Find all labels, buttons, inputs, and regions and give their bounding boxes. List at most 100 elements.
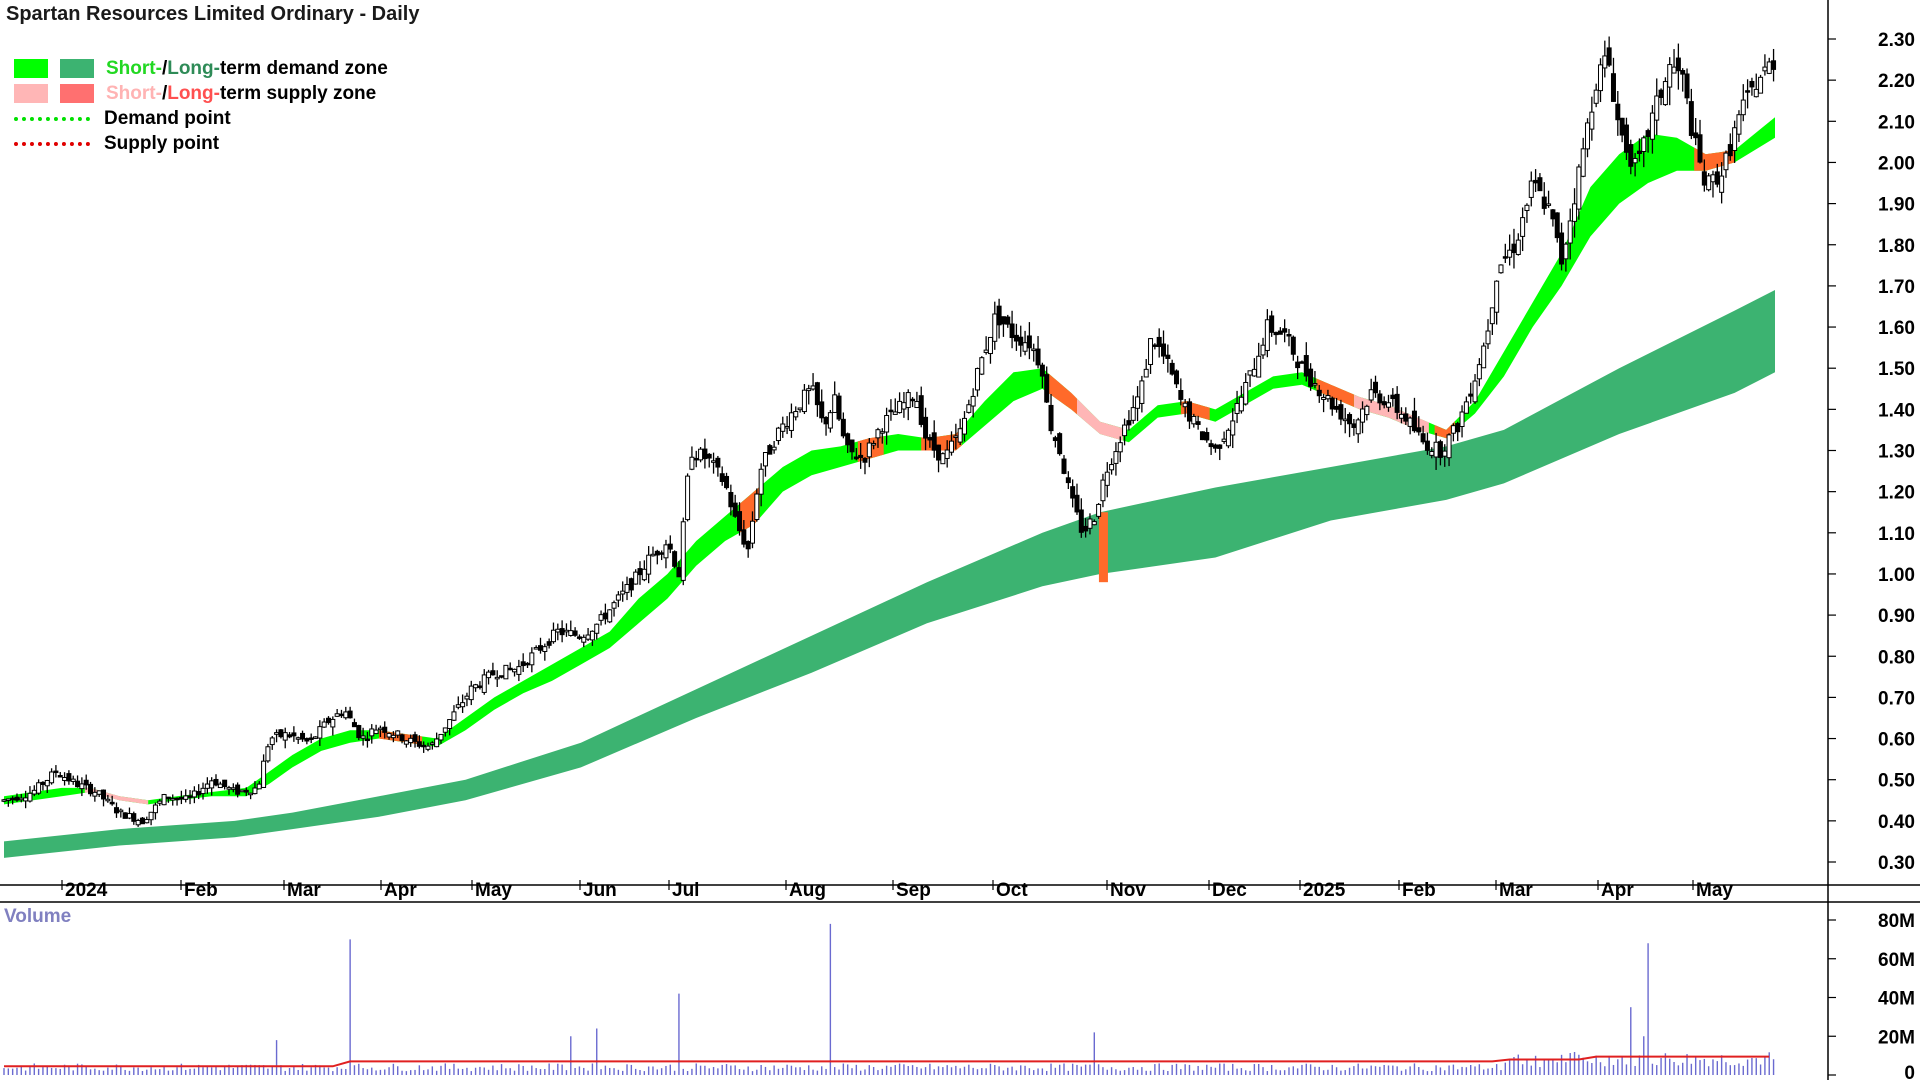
candle: [637, 561, 643, 585]
candle-body: [200, 787, 206, 795]
candle-body: [360, 735, 366, 739]
candle-body: [148, 811, 154, 821]
candle: [1528, 171, 1534, 207]
candle-body: [499, 675, 505, 678]
candle-body: [1632, 157, 1638, 164]
candle: [490, 662, 496, 676]
candle-body: [442, 727, 448, 733]
candle: [442, 727, 448, 737]
candle: [412, 731, 418, 748]
candle-body: [1597, 64, 1603, 92]
candle: [252, 781, 258, 795]
candle-body: [1411, 410, 1417, 432]
candle: [161, 793, 167, 806]
supply-overlap-zone: [1098, 512, 1108, 583]
candle: [819, 389, 825, 423]
candle-body: [788, 412, 794, 431]
candle: [1524, 203, 1530, 223]
supply-overlap-zone: [1316, 378, 1354, 407]
candle: [287, 732, 293, 739]
candle-body: [1329, 397, 1335, 410]
candle: [360, 727, 366, 746]
candle: [213, 774, 219, 787]
candle: [1048, 394, 1054, 435]
candle: [1208, 439, 1214, 455]
candle-body: [126, 813, 132, 819]
candle: [343, 706, 349, 720]
candle: [390, 731, 396, 743]
candle: [693, 450, 699, 468]
candle: [685, 473, 691, 522]
month-label: Mar: [287, 880, 321, 901]
candle-body: [1295, 361, 1301, 369]
candle-body: [1290, 336, 1296, 355]
candle: [585, 628, 591, 641]
candle: [282, 727, 288, 749]
candle-body: [1087, 518, 1093, 529]
candle-body: [377, 727, 383, 731]
price-tick-label: 2.00: [1878, 153, 1915, 174]
candle-body: [165, 796, 171, 800]
candle: [183, 789, 189, 803]
candle-body: [53, 770, 59, 774]
candle-body: [525, 662, 531, 666]
candle-body: [1230, 420, 1236, 436]
candle-body: [1407, 417, 1413, 427]
candle: [1057, 432, 1063, 456]
candle: [1541, 182, 1547, 215]
volume-tick-label: 60M: [1878, 950, 1915, 971]
candle: [347, 706, 353, 719]
candle: [395, 730, 401, 739]
candle-body: [14, 796, 20, 801]
candle-body: [1550, 209, 1556, 220]
candle: [1342, 407, 1348, 434]
candle-body: [287, 734, 293, 738]
price-tick-label: 1.20: [1878, 483, 1915, 504]
candle-body: [754, 493, 760, 521]
price-tick-label: 1.10: [1878, 524, 1915, 545]
candle-body: [274, 732, 280, 735]
candle-body: [1580, 148, 1586, 177]
candle: [334, 708, 340, 717]
candle: [1662, 77, 1668, 106]
candle: [1485, 319, 1491, 350]
candle: [1282, 319, 1288, 343]
candle: [131, 811, 137, 825]
candle: [797, 407, 803, 413]
candle: [1286, 328, 1292, 347]
candle: [1602, 40, 1608, 78]
candle: [1597, 58, 1603, 103]
candle-body: [187, 795, 193, 798]
candle-body: [1273, 332, 1279, 336]
candle-body: [105, 798, 111, 802]
legend-demand-zone: Short- / Long-term demand zone: [14, 56, 388, 81]
candle-body: [1745, 90, 1751, 93]
candle: [178, 790, 184, 805]
candle-body: [1623, 124, 1629, 153]
candle-body: [1524, 204, 1530, 212]
candle: [486, 669, 492, 685]
candle: [1533, 169, 1539, 193]
candle-body: [1208, 443, 1214, 448]
candle: [1390, 388, 1396, 407]
candle: [217, 781, 223, 789]
candle-body: [637, 568, 643, 576]
price-tick-label: 0.40: [1878, 812, 1915, 833]
candle: [36, 779, 42, 795]
candle: [1589, 96, 1595, 141]
candle: [1122, 418, 1128, 446]
candle-body: [537, 645, 543, 651]
candle: [460, 694, 466, 713]
candle: [399, 733, 405, 744]
candle: [1515, 233, 1521, 256]
candle-body: [650, 553, 656, 557]
candle: [1, 798, 7, 803]
candle-body: [1385, 402, 1391, 408]
month-label: Feb: [1402, 880, 1436, 901]
candle-body: [1576, 166, 1582, 210]
candle: [1360, 401, 1366, 434]
candle-body: [222, 779, 228, 788]
candle: [780, 416, 786, 438]
candle-body: [295, 737, 301, 740]
